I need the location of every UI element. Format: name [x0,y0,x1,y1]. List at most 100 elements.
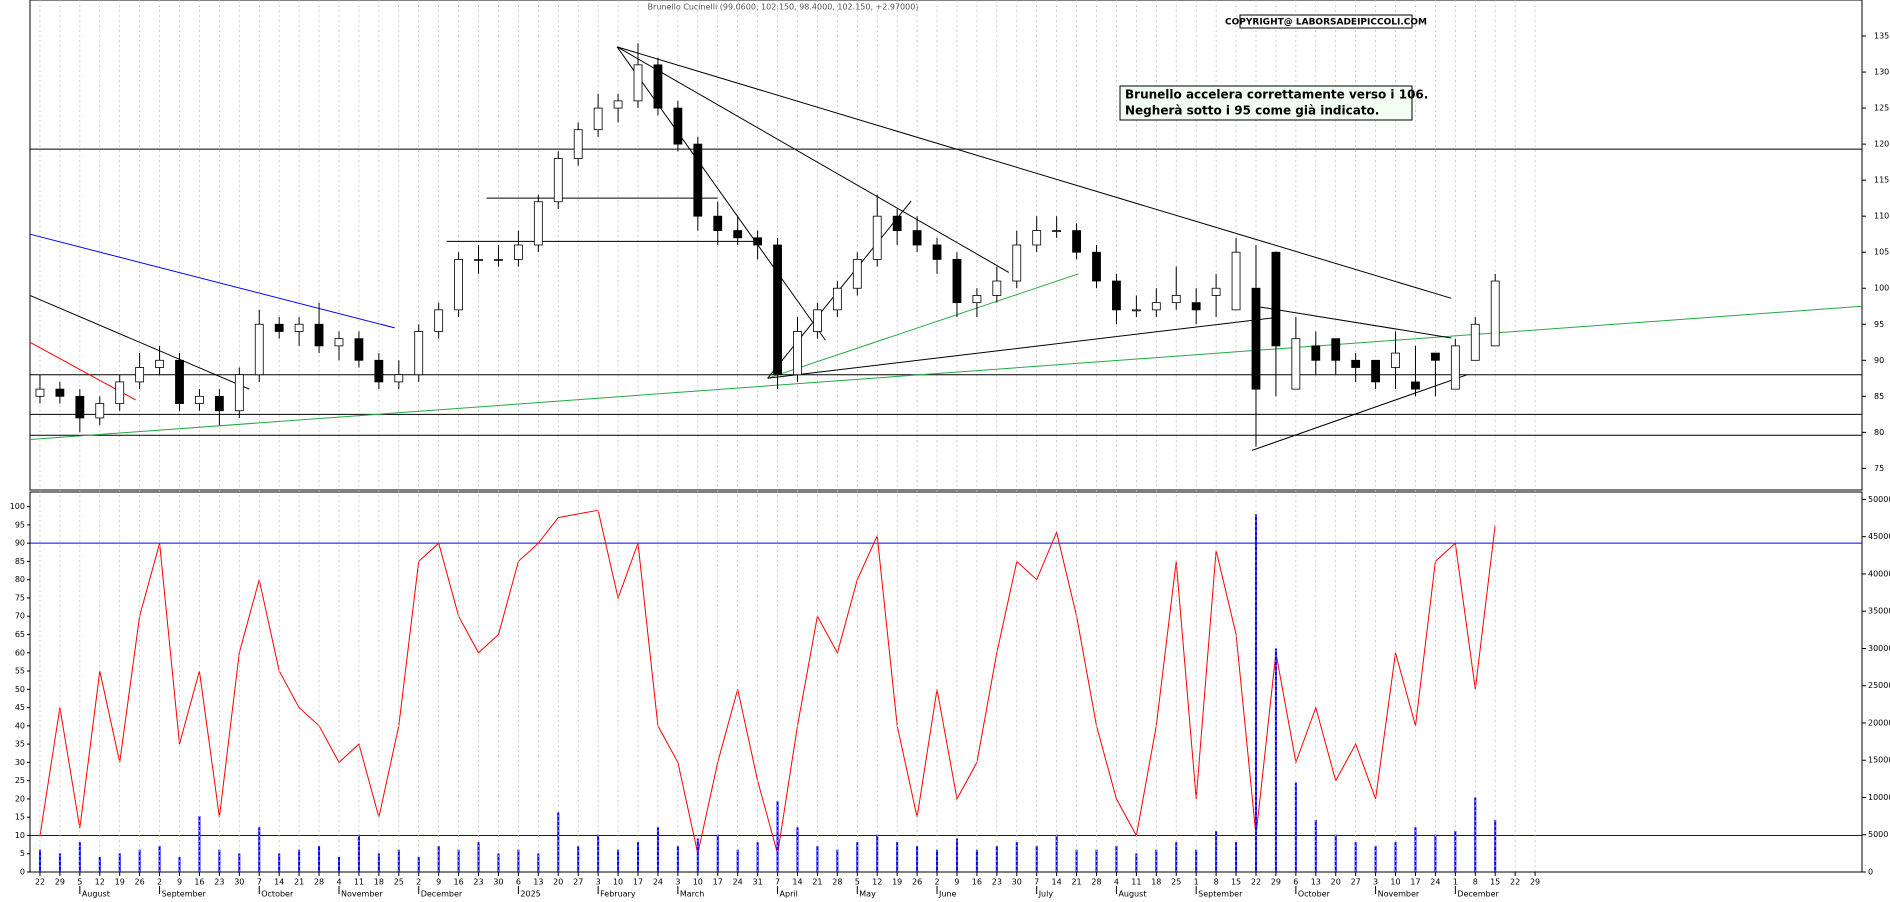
candle-body [533,201,543,246]
x-tick-label: 27 [1351,878,1361,887]
trendline [616,46,1452,299]
x-tick-label: 7 [775,878,780,887]
y-tick-label: 60 [15,648,25,657]
candle-body [693,143,703,217]
candle-body [75,395,85,419]
candle-body [1211,287,1221,296]
y2-tick-label: 10000 [1868,793,1890,802]
x-tick-label: 21 [1071,878,1081,887]
candle-body [1450,345,1460,390]
x-tick-label: 20 [1331,878,1341,887]
x-tick-label: 19 [892,878,902,887]
candle-body [1191,302,1201,311]
volume-bar [497,853,500,872]
trendline [29,305,1863,441]
candle-body [1032,230,1042,246]
x-tick-label: 11 [1131,878,1141,887]
candle-body [454,259,463,311]
x-tick-label: 29 [55,878,65,887]
y-tick-label: 120 [1874,140,1889,149]
candle-body [912,230,922,246]
y-tick-label: 65 [15,630,25,639]
candle-body [673,107,683,145]
y-tick-label: 0 [20,868,25,877]
x-tick-label: 10 [1390,878,1400,887]
candle-body [633,64,643,102]
candle-body [374,359,384,383]
oscillator-line [39,509,1496,854]
x-tick-label: 28 [1091,878,1101,887]
month-label: August [82,890,110,899]
annotation: Negherà sotto i 95 come già indicato. [1125,104,1379,118]
candle-body [1411,381,1420,390]
y-tick-label: 55 [15,667,25,676]
y2-tick-label: 40000 [1868,569,1890,578]
x-tick-label: 9 [436,878,441,887]
candle-body [1012,244,1022,282]
candle-body [155,359,164,368]
candle-body [832,287,842,311]
candle-body [613,100,623,109]
volume-bar [78,842,81,872]
candle-body [314,323,324,347]
candle-body [434,309,444,332]
volume-bar [1254,514,1257,872]
volume-bar [676,845,679,872]
volume-bar [916,845,919,872]
volume-bar [1394,842,1397,872]
y-tick-label: 80 [1874,428,1884,437]
x-tick-label: 14 [274,878,284,887]
x-tick-label: 25 [1171,878,1181,887]
volume-bar [1354,842,1357,872]
x-tick-label: 12 [95,878,105,887]
y-tick-label: 70 [15,612,25,621]
x-tick-label: 22 [35,878,45,887]
candle-body [1171,295,1181,304]
x-tick-label: 2 [416,878,421,887]
candle-body [753,237,763,246]
candle-body [234,374,244,412]
volume-bar [437,845,440,872]
month-label: March [680,890,704,899]
candle-body [1371,359,1380,383]
candle-body [1430,352,1440,361]
month-label: October [1298,890,1331,899]
y2-tick-label: 0 [1868,868,1873,877]
volume-bar [756,842,759,872]
y-tick-label: 110 [1874,212,1889,221]
month-label: November [341,890,383,899]
volume-bar [1035,845,1038,872]
y2-tick-label: 20000 [1868,718,1890,727]
volume-bar [637,842,640,872]
volume-bar [1235,842,1238,872]
x-tick-label: 20 [553,878,563,887]
y-tick-label: 15 [15,813,25,822]
candle-body [514,244,523,260]
x-tick-label: 18 [1151,878,1161,887]
x-tick-label: 30 [234,878,244,887]
candle-body [135,367,145,383]
candle-body [932,244,942,260]
volume-bar [537,853,540,872]
y-tick-label: 40 [15,721,25,730]
month-label: February [600,890,636,899]
x-tick-label: 6 [516,878,521,887]
x-tick-label: 27 [573,878,583,887]
y-tick-label: 125 [1874,104,1889,113]
trendline [767,316,1280,379]
volume-bar [796,827,799,872]
x-tick-label: 3 [1373,878,1378,887]
x-tick-label: 10 [613,878,623,887]
y-tick-label: 115 [1874,176,1889,185]
candle-body [733,230,743,239]
month-label: June [938,890,957,899]
y-tick-label: 95 [1874,320,1884,329]
candle-body [254,323,264,376]
volume-bar [198,816,201,872]
x-tick-label: 28 [314,878,324,887]
candle-body [1490,280,1500,347]
x-tick-label: 6 [1293,878,1298,887]
volume-bar [477,842,480,872]
x-tick-label: 11 [354,878,364,887]
